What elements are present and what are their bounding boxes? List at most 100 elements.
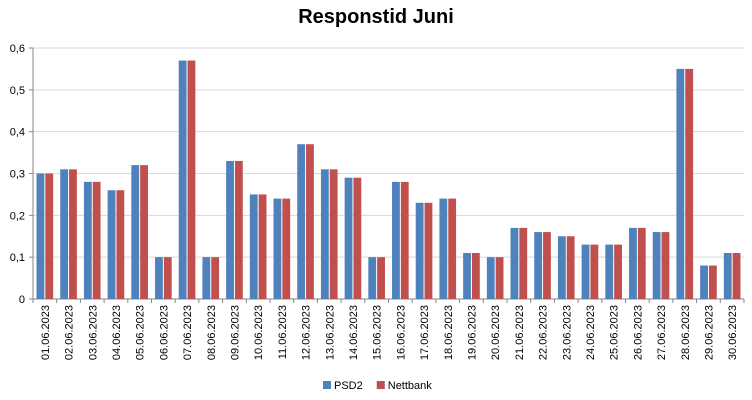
- y-tick-label: 0,4: [10, 127, 25, 139]
- bar-psd2: [723, 252, 732, 299]
- bar-psd2: [107, 190, 116, 299]
- bar-psd2: [510, 227, 519, 299]
- x-tick-label: 25.06.2023: [609, 305, 621, 360]
- bar-nettbank: [614, 244, 622, 299]
- legend-label-psd2: PSD2: [334, 380, 363, 392]
- bar-psd2: [463, 252, 471, 299]
- x-tick-label: 15.06.2023: [372, 305, 384, 360]
- bar-psd2: [700, 265, 708, 299]
- x-tick-label: 27.06.2023: [656, 305, 668, 360]
- bar-psd2: [605, 244, 614, 299]
- x-tick-label: 01.06.2023: [40, 305, 52, 360]
- bar-nettbank: [187, 60, 196, 299]
- bar-nettbank: [448, 198, 457, 299]
- x-tick-label: 05.06.2023: [135, 305, 147, 360]
- x-tick-label: 07.06.2023: [182, 305, 194, 360]
- x-tick-label: 22.06.2023: [538, 305, 550, 360]
- bar-psd2: [629, 227, 637, 299]
- x-tick-label: 29.06.2023: [703, 305, 715, 360]
- x-tick-label: 14.06.2023: [348, 305, 360, 360]
- bar-psd2: [581, 244, 590, 299]
- bar-nettbank: [258, 194, 267, 299]
- bar-nettbank: [282, 198, 291, 299]
- bar-psd2: [368, 257, 377, 299]
- bar-psd2: [344, 177, 353, 299]
- y-tick-label: 0: [19, 294, 25, 306]
- axis-layer: 0 0,1 0,2 0,3 0,4 0,5 0,6 01.06.2023 02.06.2023 0…: [10, 43, 745, 360]
- bar-psd2: [202, 257, 211, 299]
- x-tick-label: 24.06.2023: [585, 305, 597, 360]
- bar-psd2: [676, 68, 685, 300]
- bar-psd2: [60, 169, 69, 299]
- bar-psd2: [652, 232, 661, 299]
- bar-nettbank: [471, 252, 480, 299]
- bar-nettbank: [306, 144, 314, 299]
- bar-psd2: [178, 60, 187, 299]
- y-tick-label: 0,3: [10, 169, 25, 181]
- x-tick-label: 04.06.2023: [111, 305, 123, 360]
- bar-nettbank: [69, 169, 77, 299]
- bar-nettbank: [495, 257, 504, 299]
- bar-psd2: [155, 257, 163, 299]
- legend-swatch-psd2: [323, 381, 331, 389]
- bar-nettbank: [637, 227, 646, 299]
- legend: PSD2 Nettbank: [323, 380, 432, 392]
- x-tick-label: 16.06.2023: [395, 305, 407, 360]
- x-tick-label: 18.06.2023: [443, 305, 455, 360]
- bar-nettbank: [140, 165, 148, 299]
- bar-psd2: [392, 181, 400, 299]
- x-tick-label: 28.06.2023: [680, 305, 692, 360]
- x-tick-label: 21.06.2023: [514, 305, 526, 360]
- bar-psd2: [320, 169, 329, 299]
- bar-nettbank: [732, 252, 741, 299]
- bar-psd2: [486, 257, 495, 299]
- bar-nettbank: [566, 236, 575, 299]
- bar-psd2: [131, 165, 140, 299]
- bar-psd2: [249, 194, 258, 299]
- bars-layer: [36, 60, 741, 300]
- bar-nettbank: [590, 244, 599, 299]
- bar-nettbank: [234, 160, 243, 299]
- x-tick-label: 06.06.2023: [158, 305, 170, 360]
- bar-nettbank: [708, 265, 717, 299]
- y-tick-label: 0,6: [10, 43, 25, 55]
- x-tick-label: 19.06.2023: [466, 305, 478, 360]
- chart-title: Responstid Juni: [298, 6, 454, 28]
- x-tick-label: 26.06.2023: [632, 305, 644, 360]
- y-tick-label: 0,1: [10, 252, 25, 264]
- bar-psd2: [439, 198, 448, 299]
- y-tick-label: 0,2: [10, 210, 25, 222]
- x-tick-label: 10.06.2023: [253, 305, 265, 360]
- bar-psd2: [226, 160, 234, 299]
- bar-nettbank: [329, 169, 338, 299]
- x-tick-label: 03.06.2023: [87, 305, 99, 360]
- bar-psd2: [83, 181, 92, 299]
- bar-nettbank: [424, 202, 433, 299]
- bar-nettbank: [543, 232, 551, 299]
- x-tick-label: 20.06.2023: [490, 305, 502, 360]
- x-tick-label: 11.06.2023: [277, 305, 289, 359]
- legend-label-nettbank: Nettbank: [388, 380, 433, 392]
- bar-nettbank: [685, 68, 694, 300]
- bar-nettbank: [353, 177, 362, 299]
- bar-nettbank: [116, 190, 125, 299]
- bar-nettbank: [163, 257, 172, 299]
- bar-psd2: [415, 202, 424, 299]
- legend-swatch-nettbank: [376, 381, 385, 389]
- bar-nettbank: [211, 257, 220, 299]
- grid-layer: [33, 47, 744, 300]
- x-tick-label: 17.06.2023: [419, 305, 431, 360]
- bar-psd2: [36, 173, 45, 299]
- x-tick-label: 02.06.2023: [64, 305, 76, 360]
- y-tick-label: 0,5: [10, 85, 25, 97]
- x-tick-label: 30.06.2023: [727, 305, 739, 360]
- x-tick-label: 08.06.2023: [206, 305, 218, 360]
- bar-nettbank: [519, 227, 528, 299]
- bar-nettbank: [400, 181, 409, 299]
- bar-nettbank: [377, 257, 385, 299]
- x-tick-label: 12.06.2023: [301, 305, 313, 360]
- x-tick-label: 23.06.2023: [561, 305, 573, 360]
- bar-nettbank: [661, 232, 670, 299]
